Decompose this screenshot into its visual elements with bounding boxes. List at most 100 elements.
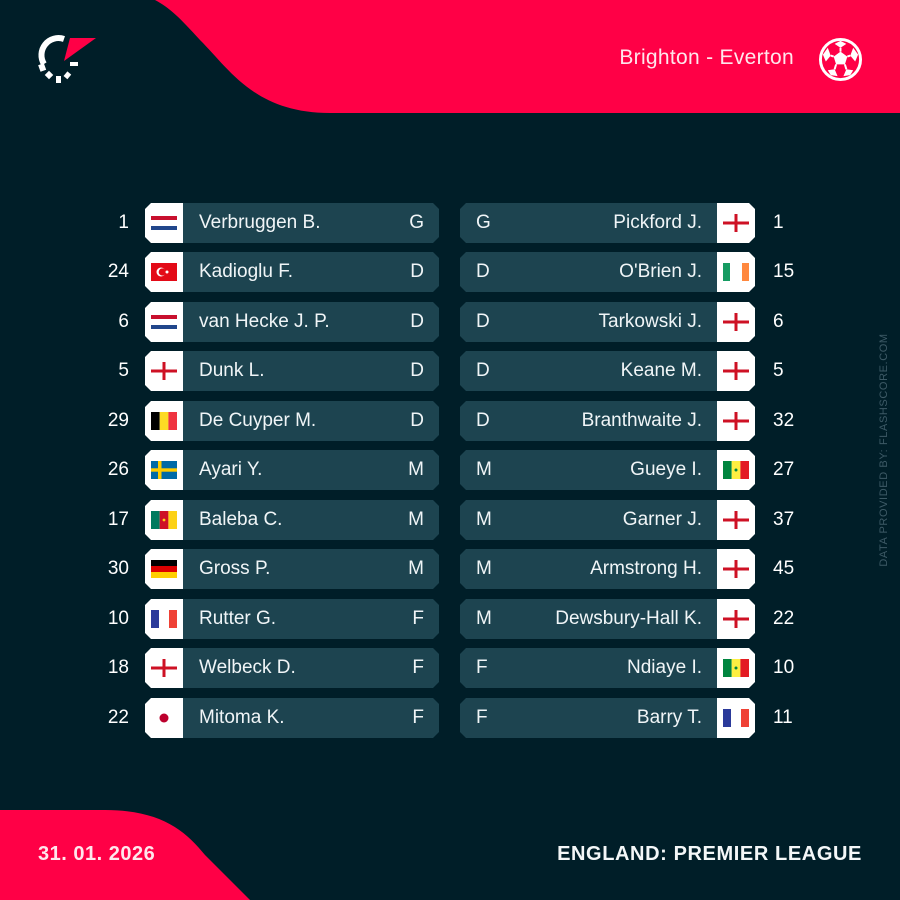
- player-cell: D Tarkowski J.: [460, 302, 717, 342]
- flag-cell: [717, 549, 755, 589]
- player-name: Ayari Y.: [199, 459, 263, 480]
- player-position: F: [412, 608, 424, 629]
- player-position: M: [476, 459, 492, 480]
- player-position: F: [412, 707, 424, 728]
- flag-cell: [145, 450, 183, 490]
- player-cell: Gross P. M: [183, 549, 439, 589]
- shirt-number: 37: [773, 509, 795, 530]
- flag-cell: [717, 252, 755, 292]
- flag-cell: [717, 599, 755, 639]
- flag-cell: [145, 401, 183, 441]
- senegal-flag-icon: [723, 461, 749, 479]
- england-flag-icon: [723, 313, 749, 331]
- player-cell: M Dewsbury-Hall K.: [460, 599, 717, 639]
- flag-cell: [717, 648, 755, 688]
- shirt-number: 5: [773, 360, 784, 381]
- away-player-row[interactable]: D O'Brien J. 15: [460, 252, 794, 292]
- player-cell: M Gueye I.: [460, 450, 717, 490]
- flag-cell: [717, 203, 755, 243]
- home-player-row[interactable]: 24 Kadioglu F. D: [108, 252, 439, 292]
- shirt-number: 1: [773, 212, 784, 233]
- player-position: F: [476, 707, 488, 728]
- player-name: Tarkowski J.: [598, 311, 702, 332]
- away-player-row[interactable]: F Ndiaye I. 10: [460, 648, 794, 688]
- away-player-row[interactable]: G Pickford J. 1: [460, 203, 784, 243]
- sweden-flag-icon: [151, 461, 177, 479]
- netherlands-flag-icon: [151, 214, 177, 232]
- england-flag-icon: [723, 214, 749, 232]
- home-player-row[interactable]: 17 Baleba C. M: [108, 500, 439, 540]
- player-cell: M Garner J.: [460, 500, 717, 540]
- away-player-row[interactable]: M Garner J. 37: [460, 500, 794, 540]
- player-name: Verbruggen B.: [199, 212, 321, 233]
- shirt-number: 22: [773, 608, 795, 629]
- player-cell: Ayari Y. M: [183, 450, 439, 490]
- away-player-row[interactable]: M Dewsbury-Hall K. 22: [460, 599, 794, 639]
- home-player-row[interactable]: 18 Welbeck D. F: [108, 648, 439, 688]
- player-position: D: [476, 261, 490, 282]
- player-cell: Welbeck D. F: [183, 648, 439, 688]
- player-cell: Dunk L. D: [183, 351, 439, 391]
- player-cell: G Pickford J.: [460, 203, 717, 243]
- home-player-row[interactable]: 29 De Cuyper M. D: [108, 401, 439, 441]
- home-player-row[interactable]: 6 van Hecke J. P. D: [118, 302, 439, 342]
- home-player-row[interactable]: 26 Ayari Y. M: [108, 450, 439, 490]
- away-player-row[interactable]: M Armstrong H. 45: [460, 549, 794, 589]
- flag-cell: [145, 351, 183, 391]
- home-player-row[interactable]: 10 Rutter G. F: [108, 599, 439, 639]
- shirt-number: 24: [107, 261, 129, 282]
- shirt-number: 30: [107, 558, 129, 579]
- player-name: Baleba C.: [199, 509, 283, 530]
- player-position: M: [408, 459, 424, 480]
- match-date: 31. 01. 2026: [38, 843, 156, 865]
- player-name: Pickford J.: [613, 212, 702, 233]
- player-name: Mitoma K.: [199, 707, 285, 728]
- player-position: D: [476, 360, 490, 381]
- shirt-number: 6: [118, 311, 129, 332]
- flag-cell: [145, 599, 183, 639]
- belgium-flag-icon: [151, 412, 177, 430]
- away-player-row[interactable]: D Branthwaite J. 32: [460, 401, 794, 441]
- shirt-number: 6: [773, 311, 784, 332]
- shirt-number: 10: [107, 608, 129, 629]
- player-name: Rutter G.: [199, 608, 277, 629]
- flag-cell: [145, 252, 183, 292]
- player-cell: M Armstrong H.: [460, 549, 717, 589]
- away-player-row[interactable]: D Tarkowski J. 6: [460, 302, 784, 342]
- home-player-row[interactable]: 22 Mitoma K. F: [108, 698, 439, 738]
- player-position: F: [412, 657, 424, 678]
- shirt-number: 11: [773, 707, 793, 728]
- away-player-row[interactable]: F Barry T. 11: [460, 698, 793, 738]
- player-position: D: [410, 410, 424, 431]
- germany-flag-icon: [151, 560, 177, 578]
- netherlands-flag-icon: [151, 313, 177, 331]
- flag-cell: [717, 500, 755, 540]
- england-flag-icon: [723, 610, 749, 628]
- data-credit: DATA PROVIDED BY: FLASHSCORE.COM: [878, 333, 890, 567]
- league-name: ENGLAND: PREMIER LEAGUE: [557, 843, 862, 865]
- player-cell: Baleba C. M: [183, 500, 439, 540]
- home-player-row[interactable]: 5 Dunk L. D: [118, 351, 439, 391]
- player-name: Keane M.: [620, 360, 702, 381]
- england-flag-icon: [723, 362, 749, 380]
- shirt-number: 26: [107, 459, 129, 480]
- player-position: D: [476, 311, 490, 332]
- player-name: Ndiaye I.: [627, 657, 702, 678]
- shirt-number: 15: [773, 261, 795, 282]
- away-player-row[interactable]: D Keane M. 5: [460, 351, 784, 391]
- home-player-row[interactable]: 1 Verbruggen B. G: [118, 203, 439, 243]
- away-player-row[interactable]: M Gueye I. 27: [460, 450, 794, 490]
- home-player-row[interactable]: 30 Gross P. M: [108, 549, 439, 589]
- player-position: M: [476, 558, 492, 579]
- flag-cell: [145, 648, 183, 688]
- player-name: Dunk L.: [199, 360, 265, 381]
- soccer-ball-icon: [818, 37, 863, 82]
- shirt-number: 17: [107, 509, 129, 530]
- england-flag-icon: [723, 511, 749, 529]
- flag-cell: [717, 351, 755, 391]
- player-name: Barry T.: [636, 707, 702, 728]
- flag-cell: [717, 698, 755, 738]
- france-flag-icon: [723, 709, 749, 727]
- player-position: G: [476, 212, 491, 233]
- player-cell: D Branthwaite J.: [460, 401, 717, 441]
